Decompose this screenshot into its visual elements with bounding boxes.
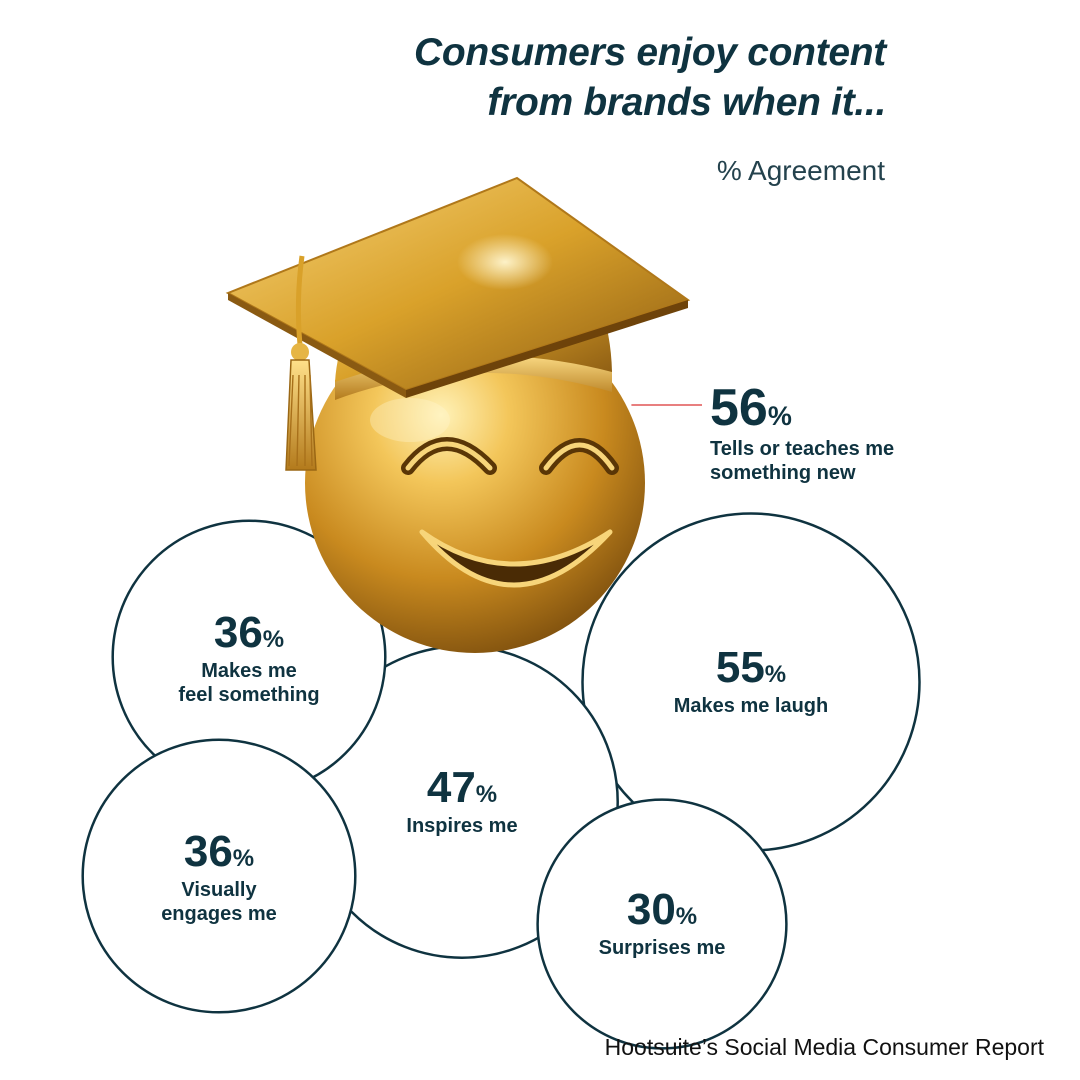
bubble-surprises-me (536, 798, 788, 1050)
value-label-inspires-me: 47% (427, 763, 497, 812)
value-unit: % (263, 626, 284, 653)
label-group-surprises-me: 30% Surprises me (599, 885, 726, 959)
category-label-surprises-me-line-1: Surprises me (599, 937, 726, 959)
value-label-tells-or-teaches-me-something-new: 56% (710, 379, 792, 437)
category-label-makes-me-feel-something-line-1: Makes me (201, 660, 297, 682)
category-label-visually-engages-me-line-1: Visually (181, 879, 257, 901)
value-number: 47 (427, 763, 476, 812)
value-unit: % (768, 401, 792, 431)
value-number: 55 (716, 643, 765, 692)
chart-title: Consumers enjoy content from brands when… (414, 28, 886, 128)
bubble-visually-engages-me (81, 738, 357, 1014)
label-group-makes-me-laugh: 55% Makes me laugh (674, 643, 829, 717)
value-label-makes-me-feel-something: 36% (214, 608, 284, 657)
value-number: 56 (710, 379, 768, 437)
value-number: 36 (184, 827, 233, 876)
category-label-makes-me-laugh-line-1: Makes me laugh (674, 695, 829, 717)
category-label-visually-engages-me-line-2: engages me (161, 903, 277, 925)
graduation-cap-smiley-icon (225, 176, 691, 653)
title-line-1: Consumers enjoy content (413, 31, 886, 74)
bubbles-layer (81, 512, 921, 1050)
title-line-2: from brands when it... (487, 81, 886, 124)
value-label-surprises-me: 30% (627, 885, 697, 934)
category-label-makes-me-feel-something-line-2: feel something (178, 684, 319, 706)
value-unit: % (476, 781, 497, 808)
label-group-inspires-me: 47% Inspires me (406, 763, 517, 837)
value-unit: % (676, 903, 697, 930)
value-unit: % (233, 845, 254, 872)
value-number: 30 (627, 885, 676, 934)
value-label-makes-me-laugh: 55% (716, 643, 786, 692)
category-label-tells-or-teaches-me-something-new-line-1: Tells or teaches me (710, 438, 894, 460)
source-credit: Hootsuite’s Social Media Consumer Report (604, 1034, 1044, 1060)
value-number: 36 (214, 608, 263, 657)
category-label-inspires-me-line-1: Inspires me (406, 815, 517, 837)
chart-subtitle: % Agreement (716, 155, 885, 186)
value-label-visually-engages-me: 36% (184, 827, 254, 876)
value-unit: % (765, 661, 786, 688)
category-label-tells-or-teaches-me-something-new-line-2: something new (710, 462, 856, 484)
